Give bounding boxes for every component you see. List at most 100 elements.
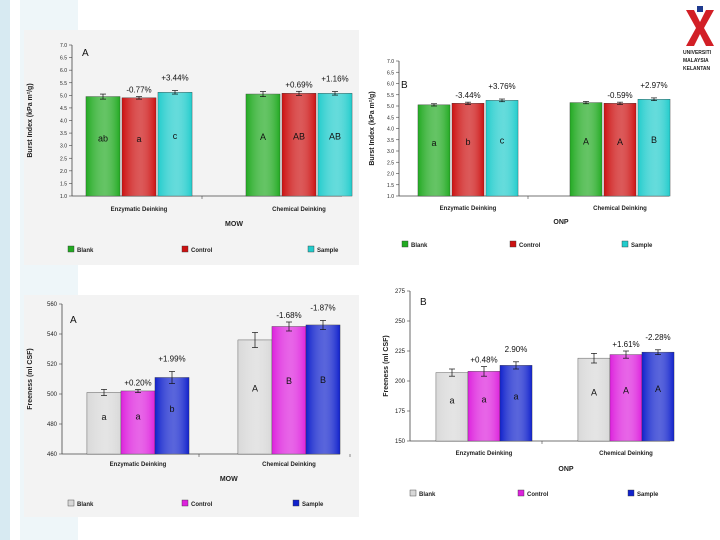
- legend-swatch: [67, 245, 75, 253]
- bar-highlight: [272, 326, 306, 454]
- legend-label: Control: [519, 243, 541, 249]
- x-axis-label: MOW: [220, 476, 238, 483]
- legend-swatch: [67, 499, 75, 507]
- bar-highlight: [436, 372, 468, 441]
- percent-change-label: +2.97%: [640, 81, 667, 90]
- significance-letter: A: [583, 137, 589, 147]
- y-tick-label: 540: [47, 332, 58, 338]
- chart-svg: 1.0 1.5 2.0 2.5 3.0 3.5 4.0 4.5 5.0 5.5 6.0 6.5 7.0 B…: [27, 43, 363, 254]
- significance-letter: a: [431, 138, 436, 148]
- legend-swatch: [409, 489, 417, 497]
- bar-highlight: [418, 104, 450, 196]
- x-axis-label: ONP: [558, 466, 574, 473]
- y-axis-label: Freeness (ml CSF): [27, 348, 34, 409]
- significance-letter: A: [617, 137, 623, 147]
- legend-label: Sample: [637, 492, 659, 498]
- legend-swatch: [621, 240, 629, 248]
- legend-swatch: [509, 240, 517, 248]
- y-tick-label: 3.0: [60, 144, 67, 150]
- significance-letter: a: [135, 411, 140, 421]
- chart-svg: 1.0 1.5 2.0 2.5 3.0 3.5 4.0 4.5 5.0 5.5 6.0 6.5 7.0 B…: [369, 59, 681, 249]
- category-label: Chemical Deinking: [593, 206, 647, 212]
- y-tick-label: 250: [395, 319, 406, 325]
- significance-letter: B: [286, 376, 292, 386]
- category-label: Enzymatic Deinking: [456, 451, 513, 457]
- panel-letter: A: [70, 315, 77, 326]
- x-axis-label: ONP: [553, 219, 569, 226]
- y-tick-label: 3.5: [387, 138, 394, 144]
- bar-highlight: [468, 371, 500, 441]
- y-tick-label: 5.0: [387, 104, 394, 110]
- significance-letter: A: [623, 385, 629, 395]
- significance-letter: a: [101, 412, 106, 422]
- percent-change-label: 2.90%: [505, 345, 528, 354]
- x-axis-label: MOW: [225, 221, 243, 228]
- y-tick-label: 2.5: [387, 160, 394, 166]
- y-tick-label: 4.5: [387, 115, 394, 121]
- y-axis-label: Freeness (ml CSF): [383, 335, 390, 396]
- y-tick-label: 4.0: [60, 119, 67, 125]
- legend-swatch: [292, 499, 300, 507]
- y-tick-label: 3.0: [387, 149, 394, 155]
- percent-change-label: +1.99%: [158, 355, 185, 364]
- y-tick-label: 1.0: [387, 194, 394, 200]
- bar-highlight: [610, 354, 642, 441]
- y-tick-label: 5.5: [387, 93, 394, 99]
- y-tick-label: 7.0: [387, 59, 394, 65]
- bar-highlight: [570, 102, 602, 196]
- significance-letter: a: [513, 391, 518, 401]
- bar-highlight: [604, 103, 636, 196]
- bar-highlight: [500, 365, 532, 441]
- y-tick-label: 520: [47, 362, 58, 368]
- legend-swatch: [181, 245, 189, 253]
- bar-highlight: [282, 93, 316, 196]
- significance-letter: B: [651, 135, 657, 145]
- y-axis-label: Burst Index (kPa m²/g): [27, 83, 34, 157]
- percent-change-label: +1.61%: [612, 340, 639, 349]
- decorative-strip: [0, 0, 10, 540]
- legend-swatch: [401, 240, 409, 248]
- significance-letter: A: [260, 132, 266, 142]
- significance-letter: a: [136, 134, 141, 144]
- panel-letter: B: [401, 80, 408, 91]
- category-label: Enzymatic Deinking: [440, 206, 497, 212]
- logo-line-1: UNIVERSITI: [683, 50, 712, 56]
- percent-change-label: +0.69%: [285, 80, 312, 89]
- percent-change-label: +0.20%: [124, 379, 151, 388]
- y-tick-label: 500: [47, 392, 58, 398]
- y-tick-label: 3.5: [60, 131, 67, 137]
- bar-highlight: [452, 103, 484, 196]
- y-axis-label: Burst Index (kPa m²/g): [369, 91, 376, 165]
- bar-highlight: [642, 352, 674, 441]
- legend-label: Blank: [77, 502, 94, 508]
- logo-line-2: MALAYSIA: [683, 58, 709, 64]
- bar-highlight: [578, 358, 610, 441]
- category-label: Enzymatic Deinking: [111, 207, 168, 213]
- y-tick-label: 2.5: [60, 156, 67, 162]
- percent-change-label: -1.87%: [310, 304, 335, 313]
- bar-highlight: [121, 391, 155, 454]
- bar-highlight: [318, 93, 352, 196]
- y-tick-label: 560: [47, 302, 58, 308]
- bar-highlight: [306, 325, 340, 454]
- bar-highlight: [238, 340, 272, 454]
- logo-line-3: KELANTAN: [683, 66, 711, 72]
- legend-swatch: [517, 489, 525, 497]
- legend-label: Blank: [419, 492, 436, 498]
- bar-highlight: [158, 92, 192, 196]
- y-tick-label: 7.0: [60, 43, 67, 49]
- y-tick-label: 480: [47, 422, 58, 428]
- chart-svg: 460 480 500 520 540 560 Freeness (ml CSF) Aa a +0…: [27, 302, 351, 508]
- panel-letter: B: [420, 297, 427, 308]
- category-label: Chemical Deinking: [262, 462, 316, 468]
- legend-swatch: [307, 245, 315, 253]
- y-tick-label: 1.5: [387, 183, 394, 189]
- y-tick-label: 275: [395, 289, 406, 295]
- significance-letter: AB: [329, 132, 341, 142]
- y-tick-label: 1.0: [60, 194, 67, 200]
- percent-change-label: +1.16%: [321, 75, 348, 84]
- y-tick-label: 6.5: [387, 70, 394, 76]
- y-tick-label: 4.5: [60, 106, 67, 112]
- significance-letter: b: [465, 137, 470, 147]
